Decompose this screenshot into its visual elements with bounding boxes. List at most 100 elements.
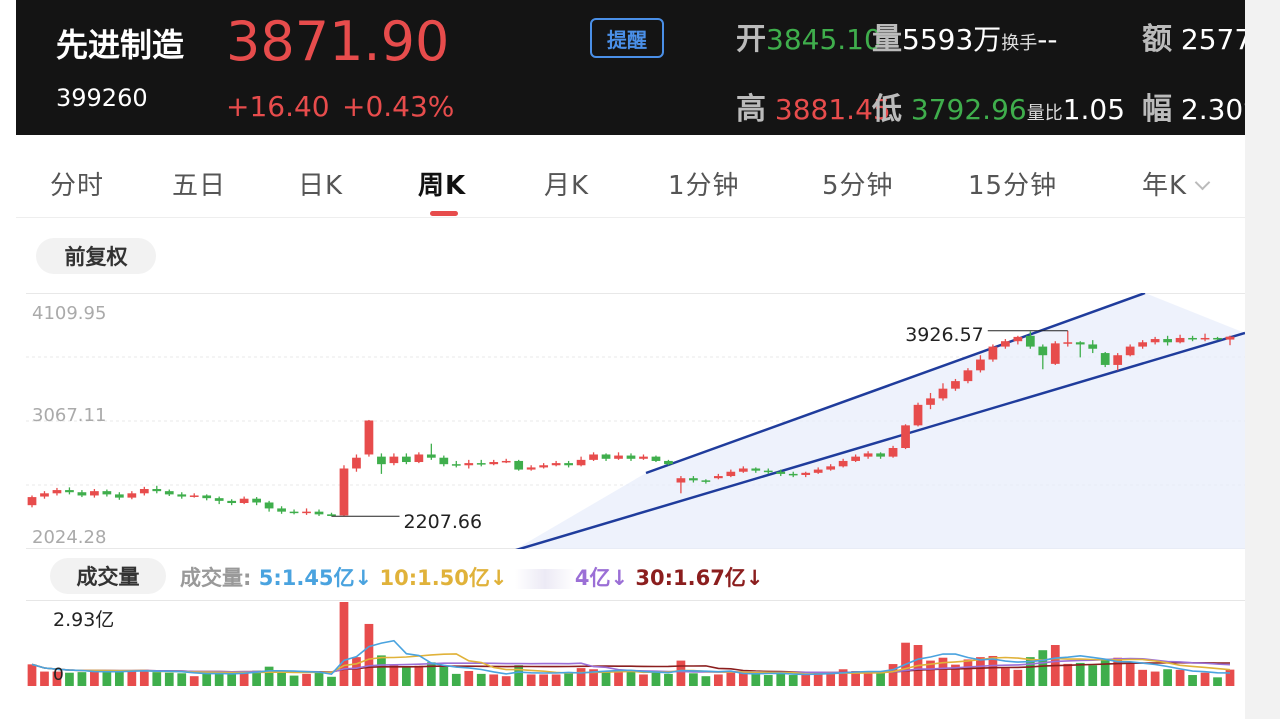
active-tab-indicator: [430, 211, 458, 216]
candle-body: [651, 456, 661, 461]
volume-bar: [738, 672, 748, 686]
volume-bar: [352, 657, 361, 686]
tab-yearly-k-label: 年K: [1142, 171, 1188, 201]
volume-value: 5593万: [902, 23, 1002, 56]
stat-low: 低 3792.96量比1.05: [872, 84, 1125, 128]
candle-body: [289, 511, 299, 514]
last-price: 3871.90: [226, 10, 450, 73]
volume-bar: [451, 673, 461, 686]
candle-body: [1001, 341, 1010, 347]
volume-bar: [676, 660, 686, 686]
volume-bar: [526, 674, 536, 686]
candle-body: [1013, 336, 1023, 342]
candle-body: [913, 404, 923, 426]
candle-body: [988, 346, 998, 360]
volume-bar: [501, 676, 511, 686]
volume-indicator-button[interactable]: 成交量: [50, 558, 166, 594]
candle-body: [526, 467, 536, 470]
trend-channel-lower-line: [515, 331, 1245, 549]
candlestick-chart[interactable]: 4109.95 3067.11 2024.28 3926.57 2207.66: [26, 293, 1245, 549]
candle-body: [726, 471, 736, 477]
low-label: 低: [872, 92, 902, 127]
tab-1-minute[interactable]: 1分钟: [668, 171, 740, 201]
candle-body: [539, 465, 549, 468]
volume-max-label: 2.93亿: [53, 609, 114, 631]
candle-body: [314, 511, 324, 515]
volume-bar: [364, 623, 374, 686]
volume-bar: [489, 674, 499, 686]
volume-bar: [876, 672, 885, 686]
candle-body: [801, 472, 811, 475]
adjust-type-button[interactable]: 前复权: [36, 238, 156, 274]
tab-five-day[interactable]: 五日: [172, 171, 227, 201]
candle-body: [476, 463, 486, 465]
volume-bar: [813, 672, 823, 686]
tab-15-minute[interactable]: 15分钟: [968, 171, 1058, 201]
amount-label: 额: [1142, 22, 1172, 57]
candle-body: [189, 495, 199, 497]
tab-intraday[interactable]: 分时: [50, 171, 105, 201]
candle-body: [713, 476, 723, 479]
candle-body: [576, 459, 586, 466]
tab-weekly-k[interactable]: 周K: [418, 171, 467, 201]
tab-yearly-k[interactable]: 年K: [1142, 165, 1211, 202]
low-marker-label: 2207.66: [404, 511, 483, 533]
open-value: 3845.10: [766, 23, 882, 56]
volume-bar: [539, 674, 549, 686]
candle-body: [202, 495, 212, 499]
tab-5-minute[interactable]: 5分钟: [822, 171, 894, 201]
candle-body: [152, 488, 162, 492]
candle-body: [676, 478, 686, 483]
candle-body: [963, 370, 973, 382]
volume-bar: [90, 669, 99, 686]
candle-body: [763, 470, 773, 473]
open-label: 开: [736, 22, 766, 57]
candle-body: [426, 454, 436, 458]
volume-bar: [277, 671, 286, 686]
candle-body: [177, 494, 187, 497]
tab-monthly-k[interactable]: 月K: [544, 171, 590, 201]
volume-bar: [1213, 677, 1222, 686]
candle-body: [951, 381, 960, 389]
volume-bar: [863, 671, 873, 686]
candle-body: [102, 491, 112, 495]
volume-bar: [27, 664, 37, 686]
candle-body: [1113, 355, 1123, 365]
tab-daily-k[interactable]: 日K: [298, 171, 344, 201]
candle-body: [1225, 336, 1235, 340]
candle-body: [139, 488, 149, 494]
alert-button[interactable]: 提醒: [590, 18, 664, 58]
volume-bar: [1188, 675, 1197, 686]
candle-body: [826, 466, 836, 470]
candle-body: [352, 457, 361, 469]
high-label: 高: [736, 92, 766, 127]
volume-bar: [476, 673, 486, 686]
volume-bar: [327, 676, 336, 686]
volume-bar: [152, 672, 162, 686]
candle-body: [1038, 346, 1048, 356]
volume-bar: [389, 665, 399, 686]
candle-body: [164, 491, 174, 495]
volume-bar: [951, 664, 960, 686]
candle-body: [876, 453, 885, 457]
volume-bar: [938, 657, 948, 686]
volume-bar: [1175, 669, 1185, 686]
candle-body: [1063, 342, 1073, 344]
candle-body: [1150, 339, 1160, 343]
volume-label: 量: [872, 22, 902, 57]
volume-bar: [801, 674, 811, 686]
volume-bar: [77, 672, 87, 686]
volume-bar: [1001, 668, 1010, 686]
ma20-value: 4亿: [574, 566, 611, 590]
volume-bar: [1063, 663, 1073, 686]
volume-bar: [289, 675, 299, 686]
candle-body: [501, 460, 511, 463]
amount-value: 2577: [1180, 23, 1245, 56]
candle-body: [738, 468, 748, 472]
volume-chart[interactable]: 2.93亿 0: [26, 600, 1245, 688]
volume-bar: [763, 675, 773, 686]
volume-bar: [52, 671, 62, 686]
left-edge: [0, 0, 16, 719]
candle-body: [252, 498, 261, 503]
volume-bar: [651, 672, 661, 686]
